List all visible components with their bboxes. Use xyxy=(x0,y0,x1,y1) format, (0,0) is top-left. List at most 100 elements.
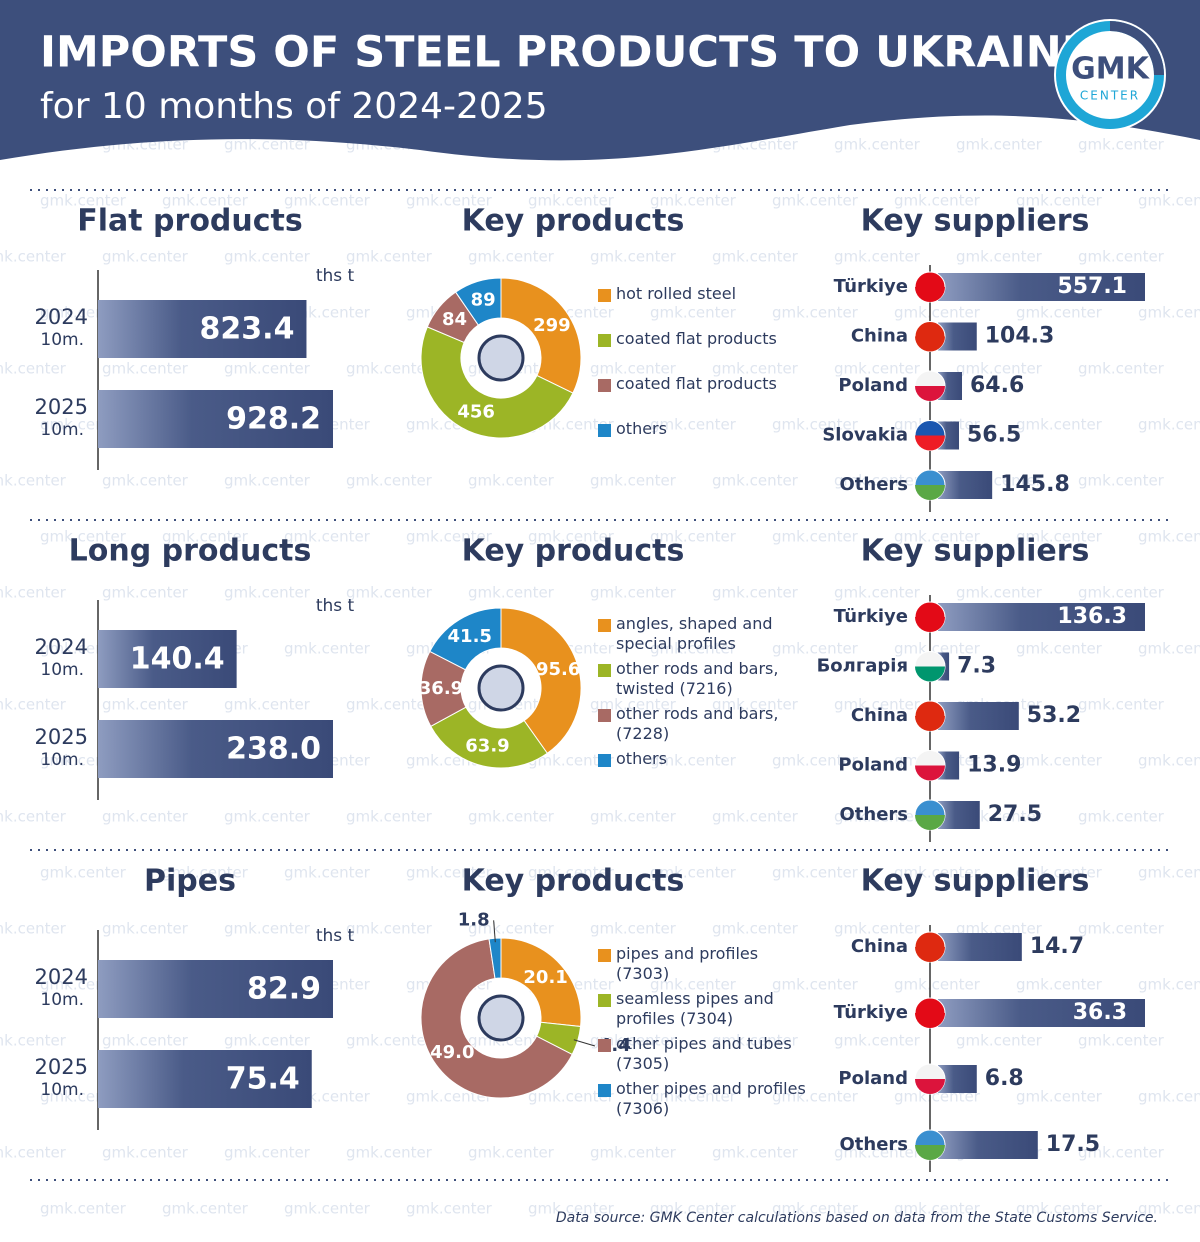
watermark: gmk.center xyxy=(468,472,555,490)
watermark: gmk.center xyxy=(224,136,311,154)
value-label: 14.7 xyxy=(1030,934,1084,959)
flag-half xyxy=(915,336,945,352)
legend-item: pipes and profiles (7303) xyxy=(616,944,758,983)
legend-item: angles, shaped and special profiles xyxy=(616,614,773,653)
flag-half xyxy=(915,947,945,962)
watermark: gmk.center xyxy=(346,472,433,490)
chart-title: Long products xyxy=(69,534,312,569)
watermark: gmk.center xyxy=(894,528,981,546)
chart-title: Key suppliers xyxy=(861,864,1090,899)
chart-title: Flat products xyxy=(77,204,303,239)
chart-title: Key products xyxy=(462,204,685,239)
watermark: gmk.center xyxy=(224,1032,311,1050)
watermark: gmk.center xyxy=(772,192,859,210)
value-label: 557.1 xyxy=(1057,274,1127,299)
legend-item: other pipes and profiles (7306) xyxy=(616,1079,806,1118)
watermark: gmk.center xyxy=(468,584,555,602)
watermark: gmk.center xyxy=(0,808,67,826)
flag-half xyxy=(915,435,945,451)
watermark: gmk.center xyxy=(102,1032,189,1050)
legend-text: hot rolled steel xyxy=(616,284,737,303)
bar xyxy=(938,273,1145,301)
watermark: gmk.center xyxy=(712,808,799,826)
pie-slice xyxy=(420,326,574,439)
watermark: gmk.center xyxy=(284,864,371,882)
watermark: gmk.center xyxy=(1078,808,1165,826)
slice-label: 1.8 xyxy=(458,909,490,930)
legend-swatch xyxy=(598,754,611,767)
pie-slice xyxy=(454,277,502,326)
watermark: gmk.center xyxy=(834,248,921,266)
watermark: gmk.center xyxy=(1138,528,1200,546)
bar xyxy=(938,1131,1038,1159)
value-label: 36.3 xyxy=(1073,1000,1127,1025)
watermark: gmk.center xyxy=(894,1200,981,1218)
watermark: gmk.center xyxy=(590,920,677,938)
watermark: gmk.center xyxy=(834,472,921,490)
watermark: gmk.center xyxy=(346,360,433,378)
watermark: gmk.center xyxy=(40,864,127,882)
value-label: 56.5 xyxy=(967,423,1021,448)
watermark: gmk.center xyxy=(102,584,189,602)
flag-half xyxy=(915,716,945,731)
watermark: gmk.center xyxy=(772,304,859,322)
legend-swatch xyxy=(598,994,611,1007)
watermark: gmk.center xyxy=(102,1144,189,1162)
bar xyxy=(98,390,333,448)
watermark: gmk.center xyxy=(0,1144,67,1162)
watermark: gmk.center xyxy=(590,1144,677,1162)
watermark: gmk.center xyxy=(1016,1200,1103,1218)
watermark: gmk.center xyxy=(406,192,493,210)
bar xyxy=(98,960,333,1018)
watermark: gmk.center xyxy=(1138,752,1200,770)
legend-swatch xyxy=(598,424,611,437)
value-label: 75.4 xyxy=(226,1062,300,1097)
watermark: gmk.center xyxy=(712,696,799,714)
flag-half xyxy=(915,765,945,781)
slice-label: 36.9 xyxy=(419,678,463,699)
legend-swatch xyxy=(598,949,611,962)
center-icon xyxy=(477,664,525,712)
bar xyxy=(98,300,307,358)
watermark: gmk.center xyxy=(834,136,921,154)
watermark: gmk.center xyxy=(1078,1032,1165,1050)
year-label: 2024 xyxy=(35,635,88,659)
leader-line xyxy=(493,920,496,943)
watermark: gmk.center xyxy=(284,192,371,210)
watermark: gmk.center xyxy=(346,1144,433,1162)
chart-title: Key suppliers xyxy=(861,204,1090,239)
watermark: gmk.center xyxy=(650,192,737,210)
watermark: gmk.center xyxy=(162,528,249,546)
value-label: 823.4 xyxy=(200,312,295,347)
category-label: Others xyxy=(839,804,908,825)
watermark: gmk.center xyxy=(406,1200,493,1218)
watermark: gmk.center xyxy=(1138,976,1200,994)
watermark: gmk.center xyxy=(772,976,859,994)
watermark: gmk.center xyxy=(224,1144,311,1162)
watermark: gmk.center xyxy=(224,472,311,490)
legend-swatch xyxy=(598,1039,611,1052)
watermark: gmk.center xyxy=(40,1200,127,1218)
watermark: gmk.center xyxy=(894,976,981,994)
watermark: gmk.center xyxy=(1078,920,1165,938)
unit: ths t xyxy=(316,596,355,616)
watermark: gmk.center xyxy=(0,696,67,714)
watermark: gmk.center xyxy=(1138,416,1200,434)
bar xyxy=(98,630,237,688)
value-label: 82.9 xyxy=(247,972,321,1007)
slice-label: 95.6 xyxy=(536,659,580,680)
legend-text: other pipes and tubes (7305) xyxy=(616,1034,792,1073)
bar xyxy=(938,999,1145,1027)
watermark: gmk.center xyxy=(772,1088,859,1106)
year-label: 2024 xyxy=(35,305,88,329)
watermark: gmk.center xyxy=(1016,304,1103,322)
logo-subtext: CENTER xyxy=(1080,89,1140,103)
category-label: China xyxy=(851,705,908,726)
watermark: gmk.center xyxy=(894,304,981,322)
watermark: gmk.center xyxy=(1138,192,1200,210)
value-label: 145.8 xyxy=(1000,472,1070,497)
watermark: gmk.center xyxy=(1078,472,1165,490)
flag-half xyxy=(915,1013,945,1028)
